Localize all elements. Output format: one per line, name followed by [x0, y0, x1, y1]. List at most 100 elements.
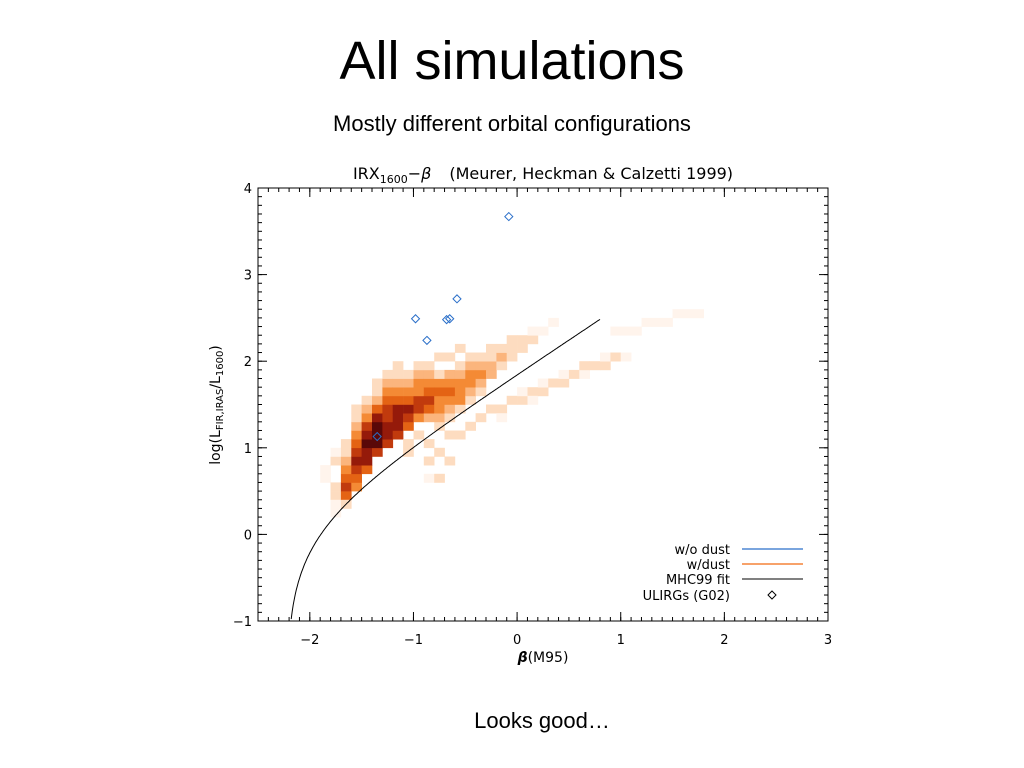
slide-title: All simulations [339, 31, 685, 91]
chart-title-irx-subscript: 1600 [380, 173, 408, 186]
heatmap-cell [486, 343, 497, 353]
heatmap-cell [361, 447, 373, 457]
heatmap-cell [372, 378, 383, 388]
heatmap-cell [361, 439, 373, 449]
heatmap-cell [403, 421, 414, 431]
heatmap-cell [423, 387, 435, 397]
heatmap-cell [465, 421, 476, 431]
heatmap-cell [392, 413, 404, 423]
heatmap-cell [330, 482, 342, 492]
heatmap-cell [517, 395, 528, 405]
heatmap-cell [413, 430, 425, 440]
heatmap-cell [651, 317, 663, 327]
heatmap-cell [434, 387, 445, 397]
heatmap-cell [351, 413, 362, 423]
x-tick-label: −2 [300, 633, 319, 648]
heatmap-cell [423, 439, 435, 449]
heatmap-cell [434, 352, 445, 362]
heatmap-cell [537, 387, 549, 397]
heatmap-cell [392, 421, 404, 431]
heatmap-cell [413, 387, 425, 397]
heatmap-cell [372, 430, 383, 440]
heatmap-cell [423, 413, 435, 423]
heatmap-cell [444, 378, 456, 388]
heatmap-cell [454, 395, 466, 405]
heatmap-cell [434, 473, 445, 483]
heatmap-cell [423, 395, 435, 405]
heatmap-cell [382, 378, 394, 388]
heatmap-cell [454, 343, 466, 353]
heatmap-cell [372, 421, 383, 431]
heatmap-cell [340, 491, 352, 501]
heatmap-cell [361, 395, 373, 405]
heatmap-cell [527, 335, 539, 345]
heatmap-cell [351, 421, 362, 431]
heatmap-cell [568, 369, 580, 379]
heatmap-cell [548, 317, 559, 327]
heatmap-cell [682, 309, 694, 319]
chart-legend: w/o dust w/dust MHC99 fit ULIRGs (G02) [643, 543, 803, 604]
heatmap-cell [517, 387, 528, 397]
heatmap-cell [444, 369, 456, 379]
y-axis-label-mid: /L [208, 376, 224, 389]
heatmap-cell [496, 361, 508, 371]
heatmap-layer [320, 309, 704, 518]
heatmap-cell [382, 369, 394, 379]
heatmap-cell [475, 413, 487, 423]
heatmap-cell [403, 378, 414, 388]
heatmap-cell [351, 465, 362, 475]
heatmap-cell [537, 326, 549, 336]
heatmap-cell [527, 387, 539, 397]
heatmap-cell [423, 473, 435, 483]
heatmap-cell [351, 404, 362, 414]
heatmap-cell [392, 378, 404, 388]
ulirg-points-layer [372, 211, 514, 442]
heatmap-cell [351, 447, 362, 457]
heatmap-cell [454, 361, 466, 371]
heatmap-cell [600, 361, 611, 371]
heatmap-cell [465, 361, 476, 371]
heatmap-cell [351, 482, 362, 492]
heatmap-cell [330, 447, 342, 457]
heatmap-cell [465, 378, 476, 388]
x-axis-label: β(M95) [517, 650, 569, 666]
heatmap-cell [465, 352, 476, 362]
heatmap-cell [340, 439, 352, 449]
heatmap-cell [517, 335, 528, 345]
heatmap-cell [413, 395, 425, 405]
heatmap-cell [527, 395, 539, 405]
heatmap-cell [382, 439, 394, 449]
heatmap-cell [382, 430, 394, 440]
heatmap-cell [434, 378, 445, 388]
chart-title-reference: (Meurer, Heckman & Calzetti 1999) [449, 164, 733, 183]
heatmap-cell [558, 378, 570, 388]
heatmap-cell [486, 352, 497, 362]
heatmap-cell [382, 395, 394, 405]
heatmap-cell [382, 387, 394, 397]
heatmap-cell [403, 395, 414, 405]
chart-title-beta: −β [408, 164, 432, 183]
heatmap-cell [403, 413, 414, 423]
heatmap-cell [506, 352, 518, 362]
ulirg-point [422, 335, 432, 346]
heatmap-cell [454, 387, 466, 397]
heatmap-cell [444, 413, 456, 423]
ulirg-point [445, 314, 455, 324]
heatmap-cell [548, 378, 559, 388]
heatmap-cell [475, 361, 487, 371]
heatmap-cell [475, 387, 487, 397]
x-tick-label: 1 [617, 633, 625, 648]
heatmap-cell [506, 395, 518, 405]
heatmap-cell [537, 378, 549, 388]
heatmap-cell [444, 352, 456, 362]
heatmap-cell [434, 421, 445, 431]
y-tick-label: 0 [244, 528, 252, 543]
heatmap-cell [423, 378, 435, 388]
heatmap-cell [475, 369, 487, 379]
x-axis-label-rest: (M95) [528, 650, 569, 666]
heatmap-cell [330, 456, 342, 466]
heatmap-cell [361, 456, 373, 466]
heatmap-cell [579, 369, 590, 379]
heatmap-cell [620, 352, 632, 362]
